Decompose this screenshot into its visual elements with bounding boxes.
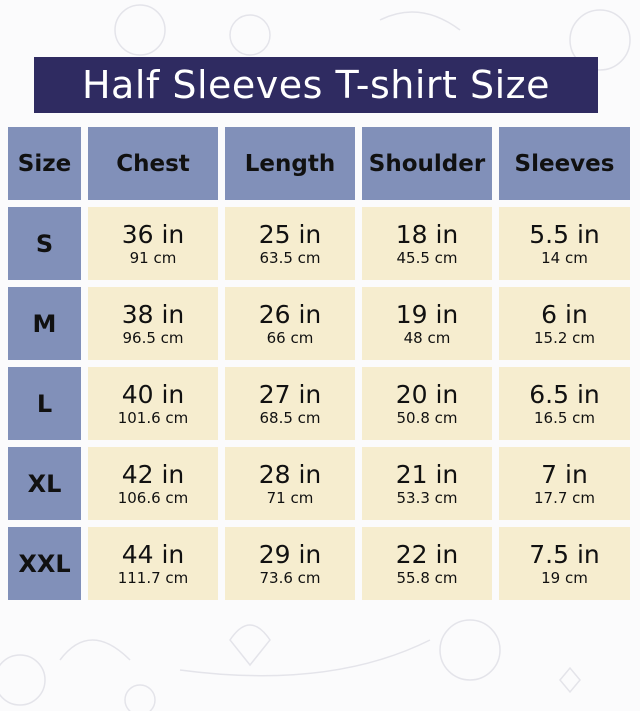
inches-value: 21 in (395, 459, 459, 489)
measurement-cell: 20 in 50.8 cm (362, 367, 492, 440)
inches-value: 28 in (258, 459, 322, 489)
measurement-cell: 36 in 91 cm (88, 207, 218, 280)
measurement-cell: 19 in 48 cm (362, 287, 492, 360)
inches-value: 20 in (395, 379, 459, 409)
cm-value: 68.5 cm (259, 408, 321, 427)
measurement-cell: 7 in 17.7 cm (499, 447, 630, 520)
measurement-cell: 25 in 63.5 cm (225, 207, 355, 280)
inches-value: 6.5 in (529, 379, 600, 409)
measurement-cell: 28 in 71 cm (225, 447, 355, 520)
inches-value: 7.5 in (529, 539, 600, 569)
cm-value: 14 cm (541, 248, 588, 267)
inches-value: 25 in (258, 219, 322, 249)
page-title: Half Sleeves T-shirt Size (34, 57, 598, 113)
inches-value: 40 in (121, 379, 185, 409)
inches-value: 44 in (121, 539, 185, 569)
measurement-cell: 7.5 in 19 cm (499, 527, 630, 600)
size-label-cell: XXL (8, 527, 81, 600)
cm-value: 45.5 cm (396, 248, 458, 267)
inches-value: 19 in (395, 299, 459, 329)
cm-value: 50.8 cm (396, 408, 458, 427)
measurement-cell: 40 in 101.6 cm (88, 367, 218, 440)
cm-value: 55.8 cm (396, 568, 458, 587)
measurement-cell: 22 in 55.8 cm (362, 527, 492, 600)
cm-value: 16.5 cm (533, 408, 596, 427)
size-label-cell: XL (8, 447, 81, 520)
measurement-cell: 29 in 73.6 cm (225, 527, 355, 600)
header-cell: Chest (88, 127, 218, 200)
inches-value: 42 in (121, 459, 185, 489)
cm-value: 66 cm (266, 328, 314, 347)
measurement-cell: 21 in 53.3 cm (362, 447, 492, 520)
inches-value: 7 in (541, 459, 588, 489)
inches-value: 6 in (541, 299, 588, 329)
header-cell: Length (225, 127, 355, 200)
cm-value: 73.6 cm (259, 568, 321, 587)
cm-value: 106.6 cm (117, 488, 189, 507)
inches-value: 27 in (258, 379, 322, 409)
inches-value: 36 in (121, 219, 185, 249)
cm-value: 17.7 cm (533, 488, 596, 507)
cm-value: 63.5 cm (259, 248, 321, 267)
inches-value: 29 in (258, 539, 322, 569)
size-label-cell: M (8, 287, 81, 360)
size-label-cell: S (8, 207, 81, 280)
cm-value: 101.6 cm (117, 408, 189, 427)
measurement-cell: 18 in 45.5 cm (362, 207, 492, 280)
cm-value: 19 cm (541, 568, 588, 587)
cm-value: 96.5 cm (122, 328, 184, 347)
header-cell: Sleeves (499, 127, 630, 200)
measurement-cell: 5.5 in 14 cm (499, 207, 630, 280)
measurement-cell: 6 in 15.2 cm (499, 287, 630, 360)
inches-value: 18 in (395, 219, 459, 249)
cm-value: 71 cm (266, 488, 314, 507)
measurement-cell: 26 in 66 cm (225, 287, 355, 360)
cm-value: 48 cm (403, 328, 451, 347)
measurement-cell: 42 in 106.6 cm (88, 447, 218, 520)
cm-value: 91 cm (129, 248, 177, 267)
inches-value: 26 in (258, 299, 322, 329)
header-cell: Shoulder (362, 127, 492, 200)
inches-value: 38 in (121, 299, 185, 329)
cm-value: 15.2 cm (533, 328, 596, 347)
measurement-cell: 38 in 96.5 cm (88, 287, 218, 360)
inches-value: 22 in (395, 539, 459, 569)
cm-value: 53.3 cm (396, 488, 458, 507)
inches-value: 5.5 in (529, 219, 600, 249)
measurement-cell: 27 in 68.5 cm (225, 367, 355, 440)
header-cell: Size (8, 127, 81, 200)
measurement-cell: 6.5 in 16.5 cm (499, 367, 630, 440)
measurement-cell: 44 in 111.7 cm (88, 527, 218, 600)
cm-value: 111.7 cm (117, 568, 189, 587)
size-label-cell: L (8, 367, 81, 440)
